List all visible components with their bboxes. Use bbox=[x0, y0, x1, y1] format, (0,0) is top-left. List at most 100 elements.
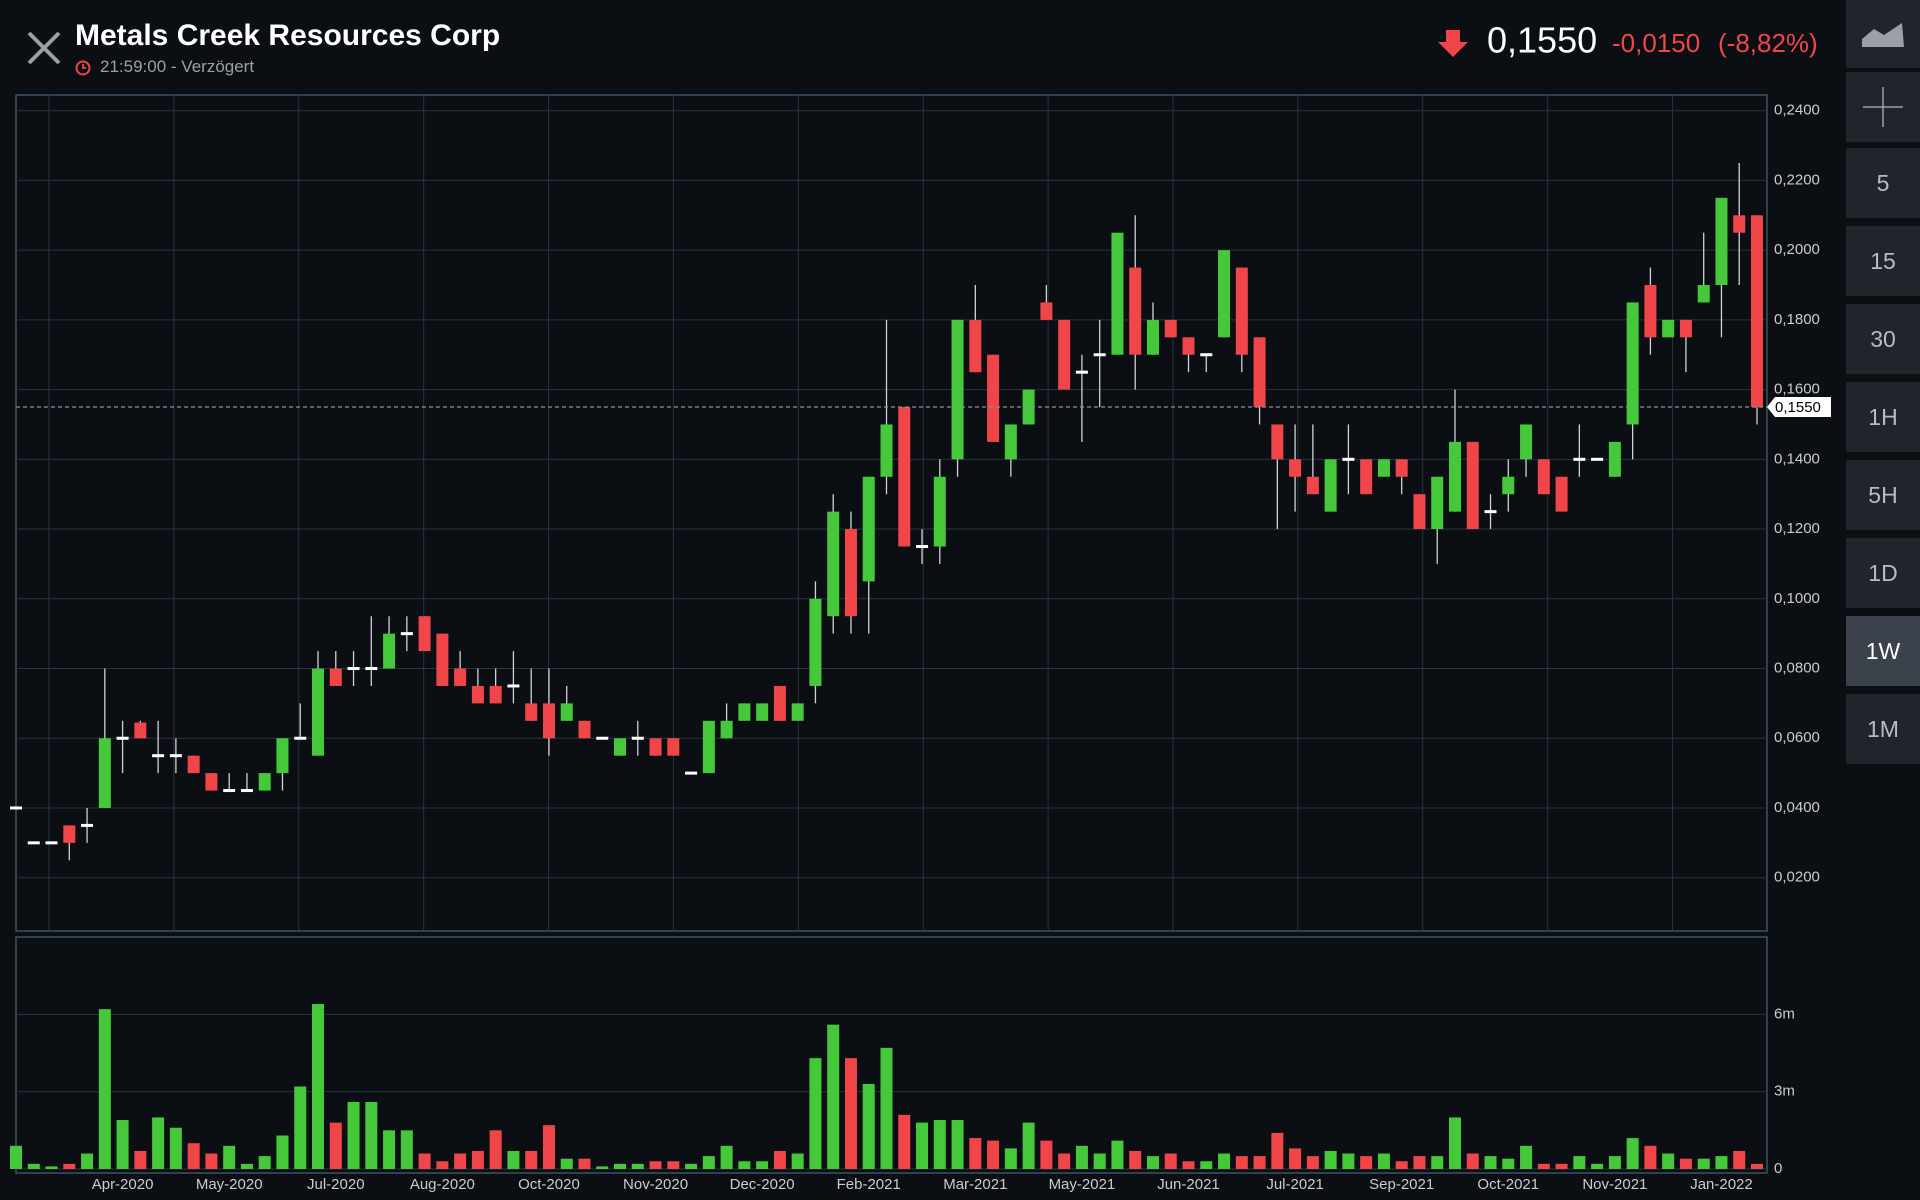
candle-body bbox=[987, 354, 1000, 442]
candle-body bbox=[152, 754, 165, 758]
volume-bar bbox=[81, 1153, 94, 1169]
volume-bar bbox=[916, 1122, 929, 1169]
volume-bar bbox=[756, 1161, 769, 1169]
candle-body bbox=[631, 736, 644, 740]
last-price-label: 0,1550 bbox=[1775, 399, 1821, 416]
volume-bar bbox=[685, 1163, 698, 1169]
timeframe-button[interactable]: 1H bbox=[1846, 382, 1920, 452]
volume-bar bbox=[578, 1158, 591, 1169]
timeframe-button[interactable]: 5H bbox=[1846, 460, 1920, 530]
timeframe-button[interactable]: 5 bbox=[1846, 148, 1920, 218]
candle-body bbox=[10, 806, 22, 810]
volume-bar bbox=[1715, 1156, 1728, 1169]
candle-body bbox=[1004, 424, 1017, 460]
candle-body bbox=[1413, 494, 1426, 530]
volume-bar bbox=[1271, 1132, 1284, 1169]
volume-bar bbox=[1448, 1117, 1461, 1169]
volume-bar bbox=[1431, 1156, 1444, 1169]
volume-bar bbox=[1662, 1153, 1675, 1169]
volume-bar bbox=[436, 1161, 449, 1169]
candle-body bbox=[276, 738, 289, 774]
candle-body bbox=[1271, 424, 1284, 460]
candle-body bbox=[1626, 302, 1639, 425]
candle-body bbox=[45, 841, 58, 845]
volume-bar bbox=[596, 1166, 609, 1169]
candle-body bbox=[1218, 250, 1231, 338]
time-status: 21:59:00 - Verzögert bbox=[100, 57, 254, 76]
volume-bar bbox=[862, 1083, 875, 1169]
y-tick-label: 0,2400 bbox=[1774, 102, 1820, 119]
volume-bar bbox=[614, 1163, 627, 1169]
close-icon bbox=[27, 31, 61, 65]
volume-bar bbox=[205, 1153, 218, 1169]
volume-bar bbox=[489, 1130, 502, 1169]
time: 21:59:00 bbox=[100, 57, 166, 76]
x-tick-label: Dec-2020 bbox=[730, 1176, 795, 1193]
candle-body bbox=[1164, 319, 1177, 338]
volume-bar bbox=[1697, 1158, 1710, 1169]
candle-body bbox=[880, 424, 893, 477]
candle-body bbox=[400, 632, 413, 636]
timeframe-button[interactable]: 1M bbox=[1846, 694, 1920, 764]
candle-body bbox=[1573, 457, 1586, 461]
volume-bar bbox=[1537, 1163, 1550, 1169]
volume-bar bbox=[383, 1130, 396, 1169]
close-button[interactable] bbox=[27, 31, 61, 65]
candle-body bbox=[507, 684, 520, 688]
candle-body bbox=[347, 667, 360, 671]
delay: - Verzögert bbox=[171, 57, 254, 76]
y-tick-label: 0,0400 bbox=[1774, 799, 1820, 816]
candle-body bbox=[187, 755, 200, 774]
volume-bar bbox=[987, 1140, 1000, 1169]
volume-bar bbox=[1182, 1161, 1195, 1169]
candle-body bbox=[1644, 285, 1657, 338]
volume-bar bbox=[1502, 1158, 1515, 1169]
candle-body bbox=[223, 789, 236, 793]
volume-bar bbox=[276, 1135, 289, 1169]
volume-bar bbox=[1306, 1156, 1319, 1169]
candle-body bbox=[205, 773, 218, 791]
timeframe-button[interactable]: 1W bbox=[1846, 616, 1920, 686]
volume-bar bbox=[418, 1153, 431, 1169]
crosshair-button[interactable] bbox=[1846, 72, 1920, 142]
candle-body bbox=[1200, 353, 1213, 357]
candle-body bbox=[1466, 441, 1479, 530]
volume-bar bbox=[631, 1163, 644, 1169]
timeframe-button[interactable]: 30 bbox=[1846, 304, 1920, 374]
volume-bar bbox=[951, 1120, 964, 1169]
volume-bar bbox=[1040, 1140, 1053, 1169]
candle-body bbox=[1253, 337, 1266, 408]
candle-body bbox=[1751, 215, 1763, 408]
candle-body bbox=[1377, 459, 1390, 477]
candle-body bbox=[471, 685, 484, 704]
x-tick-label: Nov-2021 bbox=[1582, 1176, 1647, 1193]
chart-type-icon bbox=[1862, 23, 1904, 47]
candle-body bbox=[614, 738, 627, 756]
candle-body bbox=[116, 736, 129, 740]
x-tick-label: Sep-2021 bbox=[1369, 1176, 1434, 1193]
chart-type-button[interactable] bbox=[1846, 0, 1920, 68]
timeframe-button[interactable]: 15 bbox=[1846, 226, 1920, 296]
clock-icon bbox=[82, 64, 86, 69]
volume-tick-label: 6m bbox=[1774, 1005, 1795, 1022]
volume-bar bbox=[312, 1004, 325, 1169]
candle-body bbox=[1733, 215, 1746, 233]
x-tick-label: Jul-2021 bbox=[1266, 1176, 1324, 1193]
candle-body bbox=[258, 773, 271, 791]
candle-body bbox=[383, 633, 396, 669]
timeframe-button[interactable]: 1D bbox=[1846, 538, 1920, 608]
volume-bar bbox=[1591, 1163, 1604, 1169]
candle-body bbox=[240, 789, 253, 793]
volume-bar bbox=[649, 1161, 662, 1169]
volume-bar bbox=[1466, 1153, 1479, 1169]
volume-bar bbox=[720, 1145, 733, 1169]
candle-body bbox=[685, 771, 698, 775]
candle-body bbox=[1040, 302, 1053, 320]
price: 0,1550 bbox=[1487, 20, 1597, 61]
x-tick-label: Jan-2022 bbox=[1690, 1176, 1753, 1193]
vertical-grid bbox=[48, 95, 1674, 930]
volume-bar bbox=[27, 1163, 40, 1169]
candle-body bbox=[1662, 319, 1675, 338]
